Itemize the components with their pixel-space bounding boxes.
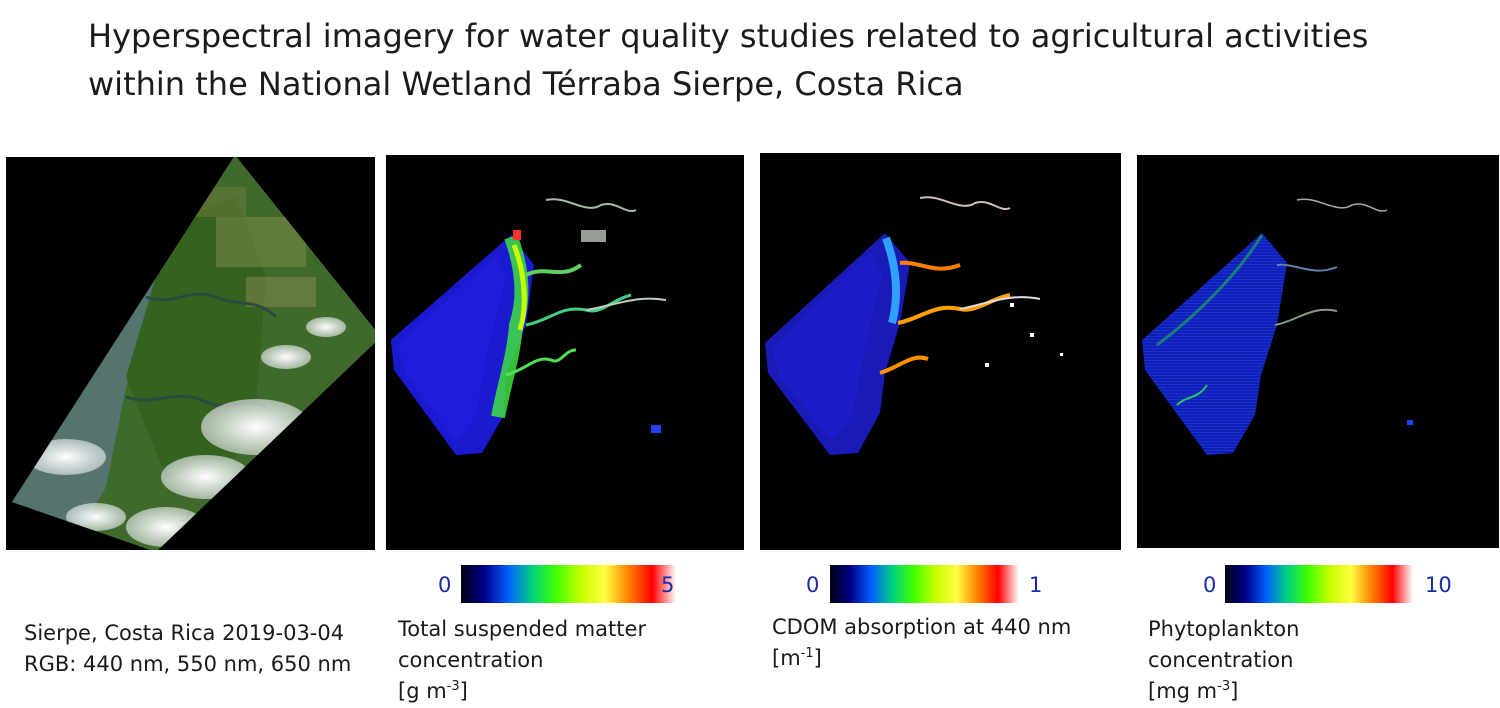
phytoplankton-caption-line-2: concentration — [1148, 648, 1294, 672]
rgb-caption: Sierpe, Costa Rica 2019-03-04 RGB: 440 n… — [24, 618, 351, 680]
tsm-map — [386, 155, 744, 550]
rgb-image — [6, 157, 375, 550]
tsm-map-panel — [386, 155, 744, 550]
phytoplankton-scale-min: 0 — [1203, 573, 1217, 597]
tsm-caption-line-1: Total suspended matter — [398, 617, 647, 641]
title-line-1: Hyperspectral imagery for water quality … — [88, 17, 1369, 55]
phytoplankton-scale-max: 10 — [1425, 573, 1452, 597]
cdom-colorbar-gradient — [830, 565, 1019, 603]
phytoplankton-unit: [mg m-3] — [1148, 679, 1239, 703]
phytoplankton-colorbar: 0 10 — [1203, 565, 1463, 603]
tsm-colorbar: 0 5 — [430, 565, 680, 603]
cdom-map — [760, 153, 1121, 550]
cdom-scale-min: 0 — [806, 573, 820, 597]
rgb-caption-line-2: RGB: 440 nm, 550 nm, 650 nm — [24, 652, 352, 676]
phytoplankton-caption-line-1: Phytoplankton — [1148, 617, 1300, 641]
rgb-image-panel — [6, 157, 375, 550]
tsm-unit: [g m-3] — [398, 679, 468, 703]
tsm-scale-min: 0 — [438, 573, 452, 597]
cdom-caption: CDOM absorption at 440 nm [m-1] — [772, 612, 1071, 674]
cdom-caption-line-1: CDOM absorption at 440 nm — [772, 615, 1072, 639]
page-title: Hyperspectral imagery for water quality … — [88, 12, 1468, 108]
phytoplankton-map-panel — [1137, 155, 1499, 548]
tsm-caption-line-2: concentration — [398, 648, 544, 672]
tsm-colorbar-gradient — [461, 565, 676, 603]
phytoplankton-colorbar-gradient — [1225, 565, 1413, 603]
cdom-map-panel — [760, 153, 1121, 550]
tsm-caption: Total suspended matter concentration [g … — [398, 614, 646, 707]
rgb-caption-line-1: Sierpe, Costa Rica 2019-03-04 — [24, 621, 345, 645]
phytoplankton-map — [1137, 155, 1499, 548]
cdom-unit: [m-1] — [772, 646, 822, 670]
cdom-scale-max: 1 — [1029, 573, 1043, 597]
tsm-scale-max: 5 — [661, 573, 675, 597]
cdom-colorbar: 0 1 — [806, 565, 1056, 603]
phytoplankton-caption: Phytoplankton concentration [mg m-3] — [1148, 614, 1299, 707]
title-line-2: within the National Wetland Térraba Sier… — [88, 65, 964, 103]
